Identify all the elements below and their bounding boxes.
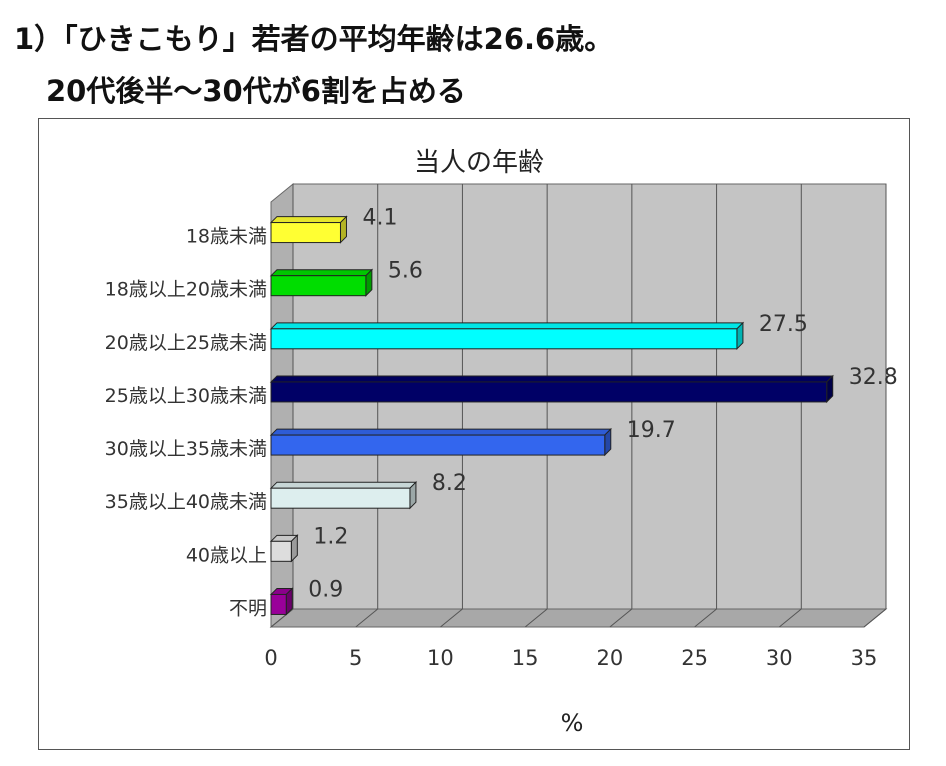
plot-background bbox=[269, 182, 888, 629]
bar bbox=[269, 480, 418, 510]
chart-frame: 当人の年齢 4.1 5.6 27.5 32.8 19.7 8.2 1.2 0.9 18歳未満 1… bbox=[38, 118, 910, 750]
value-label: 8.2 bbox=[432, 471, 467, 496]
bar-top bbox=[269, 216, 348, 224]
x-tick-label: 35 bbox=[851, 646, 878, 670]
bar-front bbox=[270, 434, 606, 456]
gridline-floor bbox=[524, 608, 548, 628]
plot-floor bbox=[269, 608, 888, 628]
bar-front bbox=[270, 487, 411, 509]
value-label: 5.6 bbox=[388, 259, 423, 284]
category-label: 20歳以上25歳未満 bbox=[105, 332, 267, 354]
bar-front bbox=[270, 275, 367, 297]
gridline-floor bbox=[694, 608, 717, 628]
bars bbox=[269, 215, 834, 616]
category-label: 18歳以上20歳未満 bbox=[105, 279, 267, 301]
bar bbox=[269, 268, 374, 297]
bar bbox=[269, 427, 612, 457]
value-label: 1.2 bbox=[313, 524, 348, 549]
bar-chart: 当人の年齢 4.15.627.532.819.78.21.20.9 18歳未満1… bbox=[105, 148, 898, 737]
gridline-floor bbox=[609, 608, 633, 628]
bar-front bbox=[270, 540, 292, 562]
category-label: 不明 bbox=[229, 597, 267, 619]
bar-front bbox=[270, 381, 828, 403]
page-heading-line2: 20代後半～30代が6割を占める bbox=[46, 74, 466, 108]
gridline-floor bbox=[778, 608, 802, 628]
value-label: 4.1 bbox=[362, 206, 397, 231]
x-tick-label: 30 bbox=[766, 646, 793, 670]
gridline-floor bbox=[355, 608, 379, 628]
bar bbox=[269, 215, 348, 244]
value-labels: 4.1 5.6 27.5 32.8 19.7 8.2 1.2 0.9 bbox=[308, 206, 897, 603]
bar bbox=[269, 534, 299, 563]
bar-top bbox=[269, 481, 418, 489]
bar-top bbox=[269, 375, 834, 383]
category-label: 18歳未満 bbox=[186, 226, 267, 248]
category-label: 30歳以上35歳未満 bbox=[105, 438, 267, 460]
x-tick-label: 0 bbox=[264, 646, 277, 670]
value-label: 32.8 bbox=[849, 365, 898, 390]
bar-top bbox=[269, 322, 745, 330]
category-label: 40歳以上 bbox=[186, 544, 267, 566]
gridline-floor bbox=[863, 608, 887, 628]
chart-title: 当人の年齢 bbox=[414, 148, 544, 178]
x-tick-label: 20 bbox=[596, 646, 623, 670]
bar-top bbox=[269, 269, 374, 277]
x-tick-label: 10 bbox=[427, 646, 454, 670]
category-label: 25歳以上30歳未満 bbox=[105, 385, 267, 407]
bar-top bbox=[269, 428, 612, 436]
bar-front bbox=[270, 222, 341, 244]
x-tick-label: 5 bbox=[349, 646, 362, 670]
bar bbox=[269, 587, 294, 616]
category-label: 35歳以上40歳未満 bbox=[105, 491, 267, 513]
x-tick-label: 15 bbox=[512, 646, 539, 670]
x-tick-label: 25 bbox=[681, 646, 708, 670]
bar-front bbox=[270, 328, 738, 350]
bar-front bbox=[270, 593, 287, 615]
bar bbox=[269, 321, 745, 351]
x-axis-label: % bbox=[561, 709, 584, 737]
value-label: 19.7 bbox=[627, 418, 676, 443]
value-label: 0.9 bbox=[308, 577, 343, 602]
x-tick-labels: 0 5 10 15 20 25 30 35 bbox=[264, 646, 877, 670]
category-labels: 18歳未満 18歳以上20歳未満 20歳以上25歳未満 25歳以上30歳未満 30歳以上… bbox=[105, 226, 267, 620]
bar bbox=[269, 374, 834, 404]
value-label: 27.5 bbox=[759, 312, 808, 337]
gridline-floor bbox=[440, 608, 463, 628]
page-heading-line1: 1）「ひきこもり」若者の平均年齢は26.6歳。 bbox=[14, 22, 614, 56]
